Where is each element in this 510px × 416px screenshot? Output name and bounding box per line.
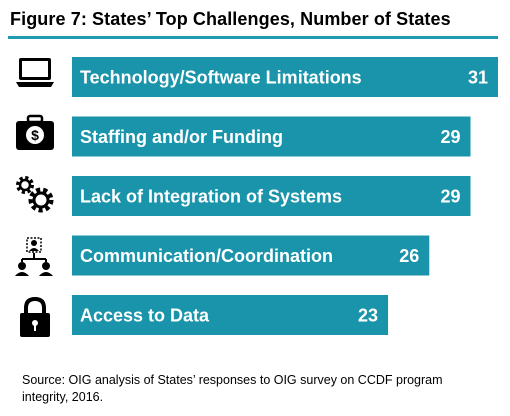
category-label-3: Lack of Integration of Systems [80, 187, 342, 207]
value-label-4: 26 [399, 246, 419, 266]
category-label-1: Technology/Software Limitations [80, 68, 362, 88]
bar-2 [72, 116, 471, 157]
bar-1 [72, 57, 498, 97]
padlock-icon [20, 296, 50, 337]
category-label-5: Access to Data [80, 306, 210, 326]
svg-text:$: $ [31, 127, 39, 143]
value-label-2: 29 [440, 127, 460, 147]
title-underline [8, 36, 498, 39]
category-label-2: Staffing and/or Funding [80, 127, 283, 147]
value-label-3: 29 [440, 187, 460, 207]
source-note: Source: OIG analysis of States’ response… [22, 373, 443, 404]
chart-title: Figure 7: States’ Top Challenges, Number… [10, 9, 451, 29]
briefcase-dollar-icon: $ [16, 114, 54, 150]
people-network-icon [15, 237, 53, 276]
laptop-icon [16, 58, 54, 87]
category-label-4: Communication/Coordination [80, 246, 333, 266]
value-label-1: 31 [468, 68, 488, 88]
value-label-5: 23 [358, 306, 378, 326]
gears-icon [16, 176, 54, 213]
bar-5 [72, 295, 389, 335]
bar-chart: $ Technology/Software Limitations 31 Staff… [15, 57, 498, 337]
bar-3 [72, 176, 471, 216]
bar-4 [72, 235, 430, 276]
